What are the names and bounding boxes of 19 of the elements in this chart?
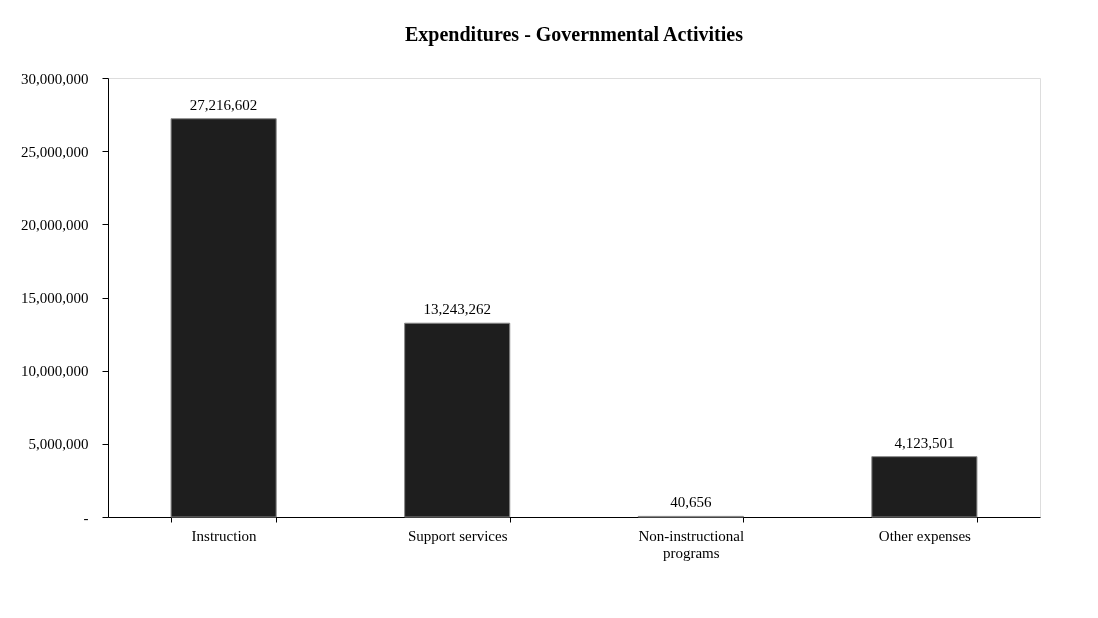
y-tick-label: 10,000,000 <box>21 363 89 380</box>
data-label: 40,656 <box>670 494 712 511</box>
y-tick-label: 30,000,000 <box>21 70 89 87</box>
y-tick-label: 15,000,000 <box>21 290 89 306</box>
data-label: 4,123,501 <box>894 434 955 451</box>
bar <box>170 118 277 518</box>
data-label: 13,243,262 <box>423 301 491 318</box>
bar <box>404 322 511 518</box>
y-tick-label: 20,000,000 <box>21 216 89 233</box>
data-label: 27,216,602 <box>189 96 258 113</box>
y-tick-label: 5,000,000 <box>28 436 89 453</box>
chart-title: Expenditures - Governmental Activities <box>405 23 744 46</box>
bar <box>871 456 978 518</box>
y-tick-label: 25,000,000 <box>21 143 89 160</box>
x-tick-label: Non-instructional programs <box>638 527 745 561</box>
y-tick-label: - <box>83 509 89 526</box>
x-tick-label: Support services <box>407 527 508 544</box>
x-tick-label: Other expenses <box>878 527 972 544</box>
x-tick-label: Instruction <box>191 527 258 544</box>
